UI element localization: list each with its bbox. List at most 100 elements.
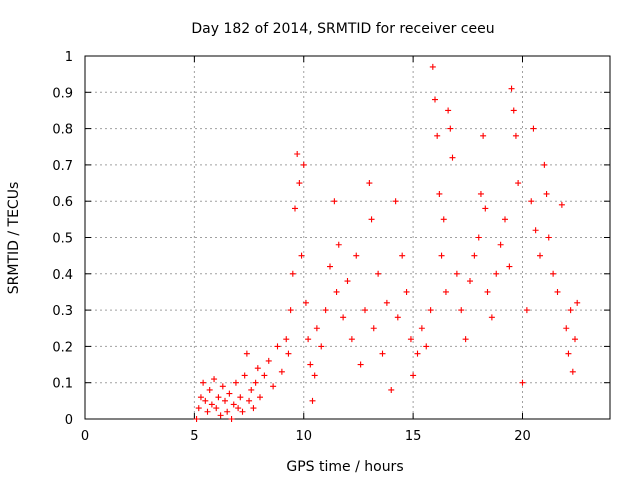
data-point [493,270,500,277]
y-tick-label: 0.3 [52,304,73,319]
data-point [530,125,537,132]
data-point [565,350,572,357]
data-point [414,350,421,357]
y-tick-label: 0.9 [52,86,73,101]
data-point [309,397,316,404]
data-points [193,63,581,422]
data-point [307,361,314,368]
chart-title: Day 182 of 2014, SRMTID for receiver cee… [191,21,494,37]
data-point [287,307,294,314]
data-point [327,263,333,270]
y-tick-label: 0.4 [52,268,73,283]
data-point [471,252,478,259]
data-point [512,132,519,139]
data-point [230,401,237,408]
data-point [449,154,456,161]
data-point [550,270,557,277]
data-point [418,325,425,332]
data-point [477,190,484,197]
data-point [232,379,239,386]
grid-layer [85,56,610,419]
data-point [239,408,246,415]
data-point [344,278,351,285]
data-point [554,288,561,295]
data-point [353,252,360,259]
data-point [235,405,242,412]
data-point [510,107,517,114]
data-point [257,394,263,401]
data-point [215,394,222,401]
x-tick-label: 0 [81,429,89,444]
data-point [558,201,565,208]
data-point [488,314,495,321]
data-point [366,180,373,187]
data-point [197,394,204,401]
data-point [206,386,213,393]
y-tick-label: 1 [65,50,73,65]
data-point [219,383,226,390]
data-point [305,336,312,343]
tick-labels: 0 5 10 15 20 0 0.1 0.2 0.3 0.4 0.5 0.6 0.7 0.8 0.9 1 [52,50,530,444]
data-point [261,372,268,379]
data-point [313,325,320,332]
data-point [213,405,220,412]
data-point [394,314,401,321]
data-point [528,198,535,205]
data-point [348,336,355,343]
y-tick-label: 0.2 [52,340,73,355]
data-point [436,190,443,197]
y-axis-label: SRMTID / TECUs [6,182,22,295]
x-tick-label: 10 [295,429,312,444]
data-point [519,379,526,386]
data-point [241,372,248,379]
data-point [202,397,209,404]
data-point [217,412,224,419]
data-point [289,270,296,277]
data-point [467,278,473,285]
data-point [475,234,482,241]
data-point [274,343,281,350]
data-point [228,416,235,422]
y-tick-label: 0.7 [52,159,73,174]
data-point [440,216,447,223]
data-point [302,299,309,306]
data-point [368,216,375,223]
data-point [298,252,305,259]
data-point [462,336,469,343]
data-point [322,307,329,314]
data-point [537,252,543,259]
data-point [294,151,301,158]
data-point [541,161,548,168]
data-point [569,368,576,375]
x-tick-label: 15 [405,429,422,444]
data-point [392,198,399,205]
data-point [265,357,272,364]
data-point [200,379,207,386]
data-point [254,365,261,372]
data-point [543,190,550,197]
data-point [432,96,438,103]
data-point [383,299,390,306]
y-tick-label: 0.6 [52,195,73,210]
y-tick-label: 0.1 [52,377,73,392]
data-point [270,383,277,390]
data-point [508,85,515,92]
data-point [434,132,441,139]
data-point [497,241,504,248]
x-axis-label: GPS time / hours [286,459,403,475]
data-point [429,63,436,70]
data-point [335,241,342,248]
x-tick-label: 20 [514,429,531,444]
data-point [567,307,574,314]
data-point [545,234,552,241]
axes-layer [84,55,611,420]
y-tick-label: 0 [65,413,73,428]
data-point [285,350,292,357]
data-point [438,252,445,259]
data-point [484,288,491,295]
data-point [532,227,539,234]
data-point [211,376,218,383]
data-point [563,325,570,332]
data-point [318,343,325,350]
